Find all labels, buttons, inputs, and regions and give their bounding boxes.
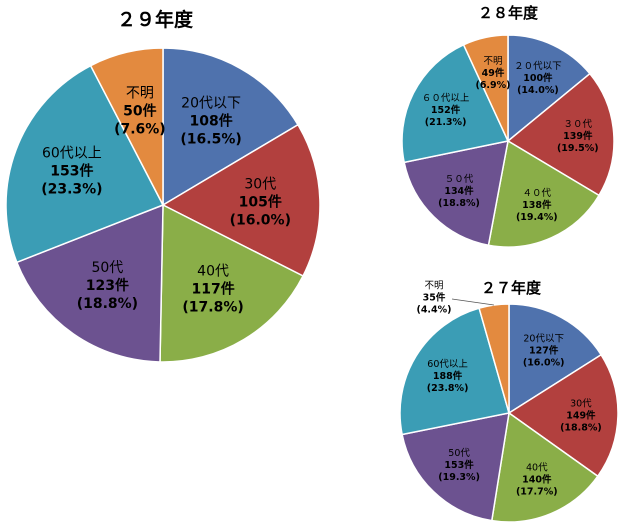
- slice-label-percent: (19.5%): [557, 143, 599, 154]
- slice-label-category: 30代: [570, 398, 592, 409]
- slice-label-count: 138件: [522, 199, 552, 211]
- slice-label-category: ２０代以下: [514, 61, 562, 72]
- slice-label-percent: (17.7%): [516, 487, 558, 498]
- leader-line: [451, 298, 494, 306]
- slice-label-percent: (17.8%): [182, 299, 243, 315]
- pie-slice-60s-over: [5, 64, 165, 264]
- slice-label-percent: (6.9%): [475, 80, 510, 91]
- slice-label-category: 30代: [244, 177, 276, 193]
- slice-label-percent: (23.3%): [41, 182, 102, 198]
- slice-label-percent: (16.0%): [523, 357, 565, 368]
- slice-label-count: 153件: [50, 163, 93, 180]
- slice-label-count: 123件: [86, 277, 129, 294]
- slice-label-count: 117件: [191, 280, 234, 297]
- pie-slice-60s-over: [401, 43, 510, 164]
- slice-label-count: 105件: [239, 194, 282, 211]
- slice-label-percent: (16.5%): [180, 131, 241, 147]
- slice-label-category: 60代以上: [42, 146, 102, 162]
- slice-label-count: 149件: [566, 409, 596, 421]
- slice-label-category: ４０代: [523, 188, 552, 199]
- slice-label-count: 108件: [189, 112, 232, 129]
- pie-slice-30s: [161, 123, 321, 278]
- slice-label-count: 49件: [482, 67, 505, 79]
- slice-label-percent: (21.3%): [425, 117, 467, 128]
- chart-title-h27: ２７年度: [481, 279, 542, 297]
- slice-label-count: 153件: [444, 459, 474, 471]
- pie-slice-60s-over: [399, 307, 510, 436]
- slice-label-category: 20代以下: [181, 95, 241, 111]
- slice-label-category: 50代: [91, 260, 123, 276]
- slice-label-count: 127件: [529, 344, 559, 356]
- slice-label-category: 20代以下: [523, 333, 564, 344]
- chart-title-h29: ２９年度: [117, 8, 194, 31]
- slice-label-category: 不明: [424, 280, 443, 291]
- slice-label-percent: (4.4%): [416, 304, 451, 315]
- slice-label-percent: (16.0%): [230, 213, 291, 229]
- slice-label-category: ５０代: [445, 174, 474, 185]
- pie-slice-50s: [401, 412, 510, 522]
- slice-label-category: ３０代: [564, 119, 593, 130]
- slice-label-category: 不明: [126, 85, 154, 101]
- pie-slice-30s: [506, 72, 615, 197]
- pie-slice-40s: [490, 411, 599, 523]
- slice-label-percent: (19.3%): [438, 472, 480, 483]
- pie-slice-20s-under: [162, 47, 299, 207]
- slice-label-percent: (18.8%): [438, 198, 480, 209]
- slice-label-count: 152件: [431, 104, 461, 116]
- pie-slice-40s: [487, 139, 601, 248]
- slice-label-count: 134件: [444, 185, 474, 197]
- chart-title-h28: ２８年度: [478, 4, 539, 22]
- slice-label-category: 不明: [483, 56, 502, 67]
- slice-label-category: 50代: [448, 448, 470, 459]
- slice-label-category: 40代: [197, 263, 229, 279]
- slice-label-count: 140件: [522, 474, 552, 486]
- pie-slice-40s: [159, 203, 305, 363]
- slice-label-count: 139件: [563, 130, 593, 142]
- slice-label-count: 35件: [423, 291, 446, 303]
- slice-label-percent: (18.8%): [560, 422, 602, 433]
- pie-slice-50s: [15, 203, 164, 363]
- slice-label-count: 100件: [523, 72, 553, 84]
- pie-slice-20s-under: [507, 34, 591, 143]
- pie-slice-unknown: [89, 47, 164, 206]
- slice-label-count: 188件: [433, 370, 463, 382]
- slice-label-percent: (18.8%): [77, 296, 138, 312]
- pie-slice-unknown: [462, 34, 509, 142]
- slice-label-category: 40代: [526, 463, 548, 474]
- slice-label-category: ６０代以上: [422, 93, 470, 104]
- pie-slice-30s: [507, 353, 619, 478]
- slice-label-percent: (19.4%): [516, 212, 558, 223]
- pie-slice-20s-under: [508, 303, 603, 415]
- pie-slice-unknown: [478, 303, 510, 414]
- slice-label-percent: (7.6%): [114, 121, 166, 137]
- slice-label-count: 50件: [123, 102, 156, 119]
- pie-slice-50s: [403, 140, 509, 247]
- slice-label-category: 60代以上: [427, 359, 468, 370]
- slice-label-percent: (14.0%): [517, 85, 559, 96]
- slice-label-percent: (23.8%): [427, 383, 469, 394]
